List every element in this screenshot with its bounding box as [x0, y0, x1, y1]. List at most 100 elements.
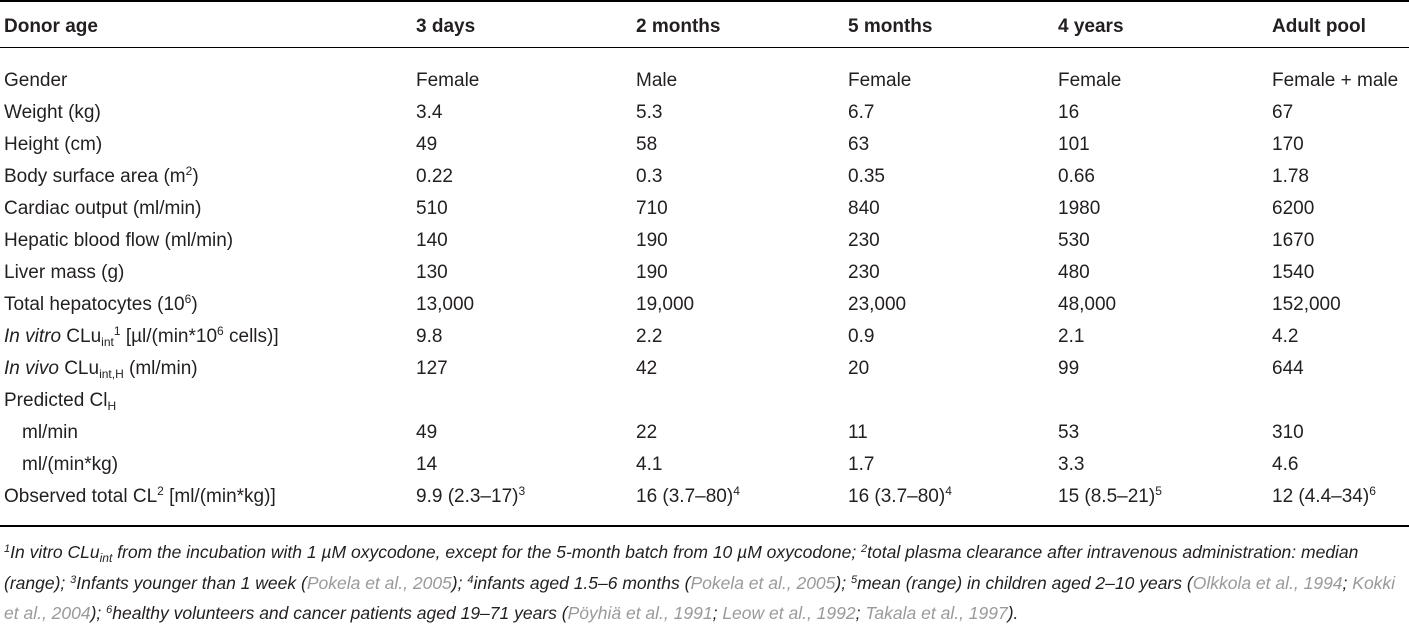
row-label: Weight (kg): [4, 102, 101, 123]
table-cell: Female: [416, 70, 480, 91]
reference-link[interactable]: Takala et al., 1997: [865, 603, 1008, 623]
table-top-rule: [0, 0, 1409, 2]
row-label: Height (cm): [4, 134, 103, 155]
table-cell: 0.35: [848, 166, 885, 187]
table-cell: 0.66: [1058, 166, 1095, 187]
row-label: Observed total CL2 [ml/(min*kg)]: [4, 484, 276, 507]
table-cell: Female: [1058, 70, 1122, 91]
table-cell: 14: [416, 454, 438, 475]
header-5-months: 5 months: [848, 16, 933, 37]
table-cell: 23,000: [848, 294, 907, 315]
header-3-days: 3 days: [416, 16, 476, 37]
table-cell: 9.9 (2.3–17)3: [416, 484, 526, 507]
table-cell: 127: [416, 358, 448, 379]
table-cell: Female: [848, 70, 912, 91]
table-cell: 1.7: [848, 454, 875, 475]
table-row: Cardiac output (ml/min) 510 710 840 1980 6200: [0, 193, 1409, 225]
row-label: Liver mass (g): [4, 262, 125, 283]
table-cell: 4.2: [1272, 326, 1299, 347]
table-cell: 310: [1272, 422, 1304, 443]
table-row: ml/min 49 22 11 53 310: [0, 417, 1409, 449]
row-label: In vitro CLuint1 [µl/(min*106 cells)]: [4, 324, 279, 349]
table-cell: 4.6: [1272, 454, 1299, 475]
table-cell: 6.7: [848, 102, 875, 123]
table-cell: 42: [636, 358, 658, 379]
table-header-rule: [0, 47, 1409, 48]
header-2-months: 2 months: [636, 16, 721, 37]
row-label: ml/min: [22, 422, 78, 443]
table-row: Liver mass (g) 130 190 230 480 1540: [0, 257, 1409, 289]
header-4-years: 4 years: [1058, 16, 1124, 37]
table-cell: Female + male: [1272, 70, 1399, 91]
table-cell: 530: [1058, 230, 1090, 251]
table-cell: 0.3: [636, 166, 663, 187]
reference-link[interactable]: Pokela et al., 2005: [690, 572, 836, 593]
table-row: Gender Female Male Female Female Female + mal…: [0, 65, 1409, 97]
table-row: Body surface area (m2) 0.22 0.3 0.35 0.66 1.7…: [0, 161, 1409, 193]
row-label: Body surface area (m2): [4, 164, 199, 187]
table-cell: 230: [848, 262, 880, 283]
table-cell: 9.8: [416, 326, 443, 347]
table-row: Hepatic blood flow (ml/min) 140 190 230 530 1…: [0, 225, 1409, 257]
row-label: Total hepatocytes (106): [4, 292, 198, 315]
table-cell: 99: [1058, 358, 1080, 379]
reference-link[interactable]: Pokela et al., 2005: [306, 572, 452, 593]
table-row: Total hepatocytes (106) 13,000 19,000 23,00…: [0, 289, 1409, 321]
row-label: Predicted ClH: [4, 390, 117, 413]
table-cell: 20: [848, 358, 870, 379]
table-cell: Male: [636, 70, 678, 91]
table-cell: 840: [848, 198, 880, 219]
header-donor-age: Donor age: [4, 16, 98, 37]
table-cell: 1.78: [1272, 166, 1309, 187]
table-cell: 3.3: [1058, 454, 1085, 475]
table-cell: 12 (4.4–34)6: [1272, 484, 1376, 507]
table-row: Height (cm) 49 58 63 101 170: [0, 129, 1409, 161]
reference-link[interactable]: Kokki et al., 2004: [4, 572, 1396, 624]
table-cell: 101: [1058, 134, 1090, 155]
table-cell: 4.1: [636, 454, 663, 475]
table-cell: 15 (8.5–21)5: [1058, 484, 1162, 507]
header-adult-pool: Adult pool: [1272, 16, 1366, 37]
table-cell: 1540: [1272, 262, 1315, 283]
table-cell: 49: [416, 134, 438, 155]
reference-link[interactable]: Leow et al., 1992: [722, 603, 856, 623]
table-cell: 63: [848, 134, 870, 155]
table-cell: 16: [1058, 102, 1080, 123]
reference-link[interactable]: Olkkola et al., 1994: [1192, 572, 1343, 593]
table-cell: 152,000: [1272, 294, 1341, 315]
row-label: In vivo CLuint,H (ml/min): [4, 358, 198, 381]
table-bottom-rule: [0, 525, 1409, 527]
table-cell: 16 (3.7–80)4: [848, 484, 952, 507]
table-row: Observed total CL2 [ml/(min*kg)] 9.9 (2.3…: [0, 481, 1409, 513]
table-row: In vitro CLuint1 [µl/(min*106 cells)] 9.8…: [0, 321, 1409, 353]
table-cell: 130: [416, 262, 448, 283]
row-label: ml/(min*kg): [22, 454, 119, 475]
table-cell: 644: [1272, 358, 1304, 379]
table-cell: 5.3: [636, 102, 663, 123]
table-cell: 480: [1058, 262, 1090, 283]
table-cell: 6200: [1272, 198, 1315, 219]
table-cell: 190: [636, 262, 668, 283]
table-cell: 1670: [1272, 230, 1315, 251]
table-cell: 0.22: [416, 166, 453, 187]
table-cell: 22: [636, 422, 658, 443]
table-cell: 58: [636, 134, 658, 155]
table-cell: 53: [1058, 422, 1080, 443]
row-label: Hepatic blood flow (ml/min): [4, 230, 234, 251]
row-label: Gender: [4, 70, 68, 91]
table-cell: 0.9: [848, 326, 875, 347]
table-footnote: 1In vitro CLuint from the incubation wit…: [4, 542, 1396, 624]
table-cell: 1980: [1058, 198, 1101, 219]
table-cell: 2.1: [1058, 326, 1085, 347]
table-cell: 19,000: [636, 294, 695, 315]
reference-link[interactable]: Pöyhiä et al., 1991: [567, 603, 713, 623]
table-cell: 16 (3.7–80)4: [636, 484, 740, 507]
table-cell: 11: [848, 422, 868, 443]
table-cell: 48,000: [1058, 294, 1117, 315]
table-row: ml/(min*kg) 14 4.1 1.7 3.3 4.6: [0, 449, 1409, 481]
table-cell: 67: [1272, 102, 1294, 123]
table-cell: 190: [636, 230, 668, 251]
table-row: Predicted ClH: [0, 385, 1409, 417]
table-cell: 230: [848, 230, 880, 251]
